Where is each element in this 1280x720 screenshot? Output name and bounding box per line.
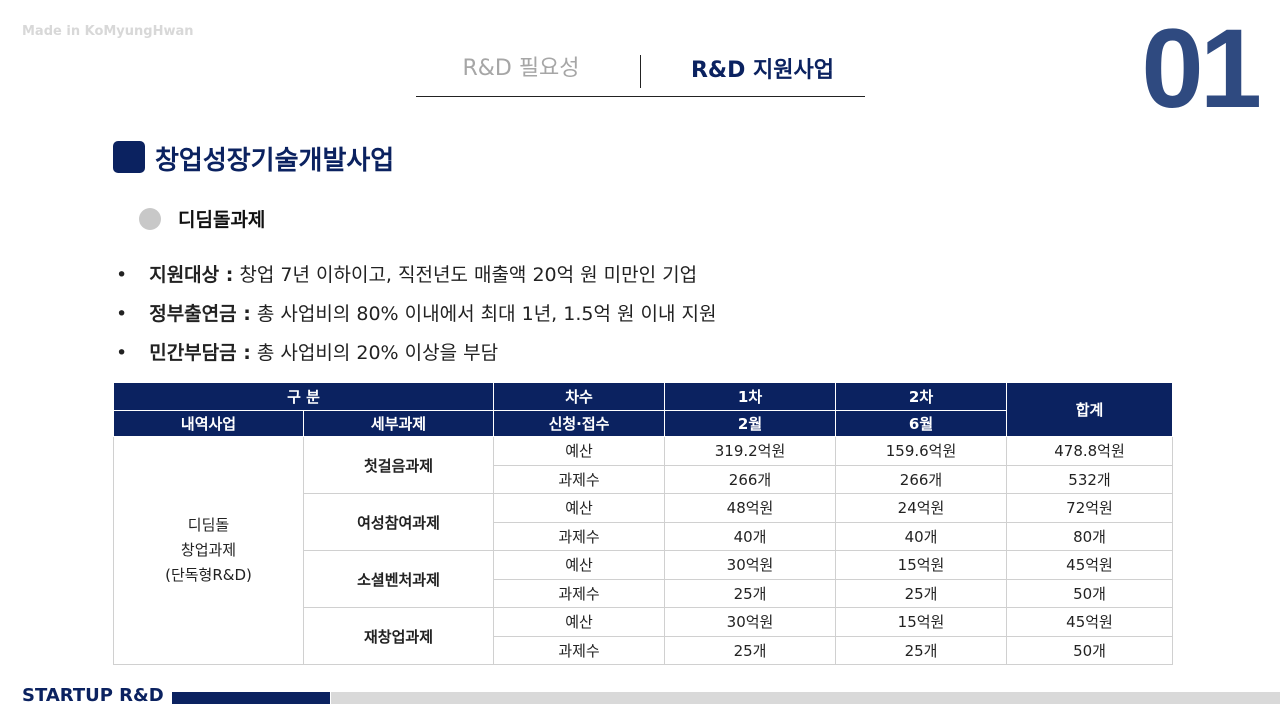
footer-bar — [172, 692, 330, 704]
task-cell: 소셜벤처과제 — [302, 550, 495, 608]
table-cell: 40개 — [835, 521, 1008, 551]
header-cell: 1차 — [664, 382, 837, 411]
bullet-text: 총 사업비의 20% 이상을 부담 — [256, 342, 499, 364]
bullet-item: • 정부출연금 : 총 사업비의 80% 이내에서 최대 1년, 1.5억 원 이… — [116, 303, 717, 325]
header-cell: 2차 — [835, 382, 1008, 411]
header-cell: 신청·접수 — [493, 410, 666, 437]
section-icon — [113, 141, 145, 173]
subsection-title: 디딤돌과제 — [178, 209, 266, 231]
table-cell: 과제수 — [493, 635, 666, 665]
tab[interactable]: R&D 필요성 — [462, 56, 580, 81]
table-cell: 40개 — [664, 521, 837, 551]
table-cell: 478.8억원 — [1006, 436, 1174, 466]
table-cell: 30억원 — [664, 607, 837, 637]
bullet-item: • 지원대상 : 창업 7년 이하이고, 직전년도 매출액 20억 원 미만인 기… — [116, 264, 698, 286]
table-cell: 319.2억원 — [664, 436, 837, 466]
table-cell: 48억원 — [664, 493, 837, 523]
table-cell: 25개 — [835, 578, 1008, 608]
section-title: 창업성장기술개발사업 — [155, 146, 395, 176]
tab-active[interactable]: R&D 지원사업 — [690, 58, 834, 83]
table-row: 여성참여과제 예산 48억원 24억원 72억원 — [114, 493, 1174, 551]
header-cell: 내역사업 — [113, 410, 304, 437]
table-cell: 25개 — [664, 578, 837, 608]
header-cell: 세부과제 — [302, 410, 495, 437]
table-row: 과제수 40개 40개 80개 — [114, 521, 1174, 551]
header-cell: 합계 — [1006, 382, 1174, 437]
table-cell: 72억원 — [1006, 493, 1174, 523]
tab-divider — [640, 55, 641, 88]
table-cell: 25개 — [835, 635, 1008, 665]
subsection-icon — [139, 208, 161, 230]
header-row: 내역사업 세부과제 신청·접수 2월 6월 — [113, 410, 1173, 437]
watermark: Made in KoMyungHwan — [22, 24, 194, 39]
bullet-text: 창업 7년 이하이고, 직전년도 매출액 20억 원 미만인 기업 — [239, 264, 698, 286]
bullet-label: 정부출연금 : — [149, 303, 251, 325]
table-cell: 과제수 — [493, 578, 666, 608]
table: 구 분 차수 1차 2차 합계 내역사업 세부과제 신청·접수 2월 6월 디딤돌 창업과제 (단독형R… — [112, 382, 1174, 665]
header-cell: 6월 — [835, 410, 1008, 437]
header-cell: 구 분 — [112, 382, 495, 411]
header-cell: 차수 — [493, 382, 666, 411]
program-line: 창업과제 — [180, 541, 237, 559]
table-cell: 예산 — [493, 436, 666, 466]
table-row: 과제수 25개 25개 50개 — [114, 635, 1174, 665]
task-cell: 재창업과제 — [302, 607, 495, 665]
table-cell: 50개 — [1006, 635, 1174, 665]
table-cell: 과제수 — [493, 464, 666, 494]
table-cell: 266개 — [835, 464, 1008, 494]
table-cell: 예산 — [493, 607, 666, 637]
bullet-label: 민간부담금 : — [149, 342, 251, 364]
table-cell: 15억원 — [835, 550, 1008, 580]
program-line: 디딤돌 — [187, 516, 230, 534]
table-cell: 159.6억원 — [835, 436, 1008, 466]
task-cell: 첫걸음과제 — [302, 436, 495, 494]
table-cell: 80개 — [1006, 521, 1174, 551]
table-cell: 예산 — [493, 550, 666, 580]
footer-bar — [331, 692, 1280, 704]
table-row: 과제수 266개 266개 532개 — [114, 464, 1174, 494]
table-cell: 266개 — [664, 464, 837, 494]
table-row: 재창업과제 예산 30억원 15억원 45억원 — [114, 607, 1174, 665]
table-cell: 45억원 — [1006, 550, 1174, 580]
table-cell: 과제수 — [493, 521, 666, 551]
bullet-item: • 민간부담금 : 총 사업비의 20% 이상을 부담 — [116, 342, 499, 364]
table-cell: 30억원 — [664, 550, 837, 580]
table-cell: 예산 — [493, 493, 666, 523]
tab-underline — [416, 96, 865, 97]
table-cell: 25개 — [664, 635, 837, 665]
table-cell: 50개 — [1006, 578, 1174, 608]
task-cell: 여성참여과제 — [302, 493, 495, 551]
footer-title: STARTUP R&D — [22, 685, 164, 706]
table-row: 디딤돌 창업과제 (단독형R&D) 첫걸음과제 예산 319.2억원 159.6억원 478.… — [113, 436, 1174, 665]
bullet-text: 총 사업비의 80% 이내에서 최대 1년, 1.5억 원 이내 지원 — [256, 303, 717, 325]
bullet-label: 지원대상 : — [149, 264, 234, 286]
header-row: 구 분 차수 1차 2차 합계 — [112, 382, 1174, 437]
table-cell: 45억원 — [1006, 607, 1174, 637]
page-number: 01 — [1141, 6, 1262, 131]
table-cell: 24억원 — [835, 493, 1008, 523]
header-cell: 2월 — [664, 410, 837, 437]
table-cell: 15억원 — [835, 607, 1008, 637]
program-line: (단독형R&D) — [165, 566, 252, 584]
table-cell: 532개 — [1006, 464, 1174, 494]
